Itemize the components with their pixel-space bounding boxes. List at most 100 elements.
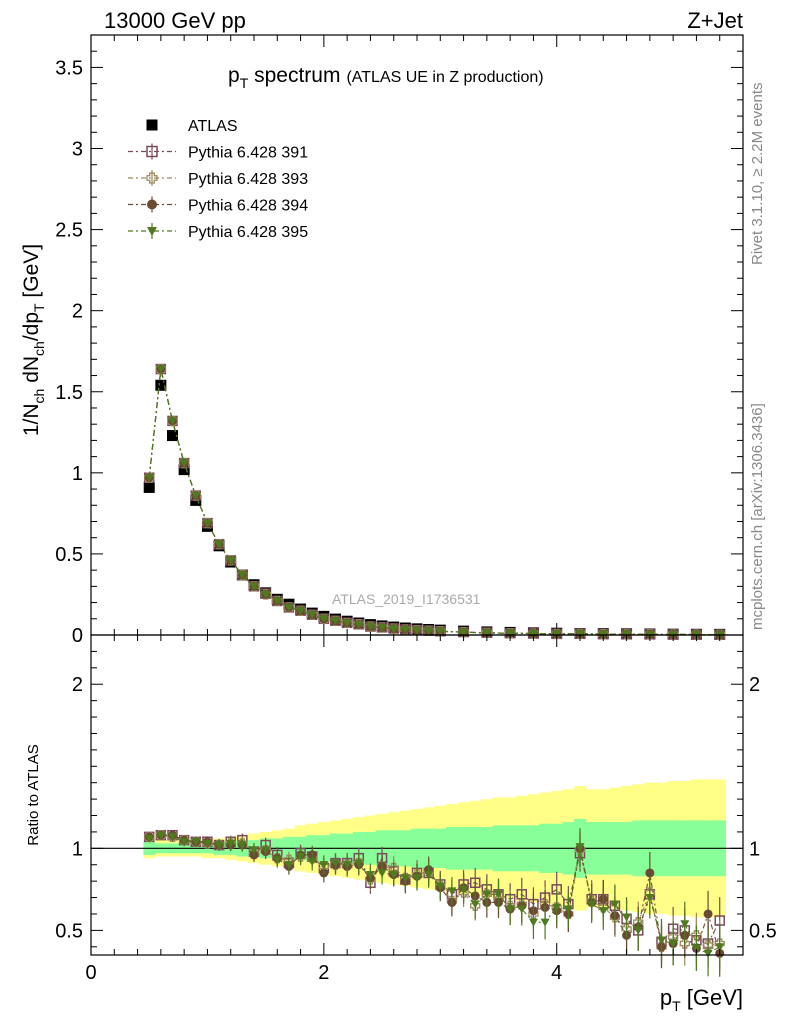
rivet-label: Rivet 3.1.10, ≥ 2.2M events <box>749 83 766 266</box>
analysis-watermark: ATLAS_2019_I1736531 <box>332 591 481 607</box>
data-point <box>179 459 189 468</box>
data-point <box>249 582 259 591</box>
ratio-point <box>284 861 294 870</box>
ratio-point <box>482 890 492 899</box>
ratio-point <box>377 869 387 878</box>
legend-entry: ATLAS <box>146 118 238 135</box>
ratio-point <box>296 852 306 862</box>
ratio-point <box>179 838 189 847</box>
data-point <box>237 571 247 580</box>
data-point <box>528 629 538 639</box>
ratio-y-tick-label-left: 1 <box>72 838 83 860</box>
data-point <box>168 417 177 426</box>
ratio-point <box>354 859 364 868</box>
ratio-point <box>505 905 515 914</box>
plot-title-extra: (ATLAS UE in Z production) <box>346 69 543 86</box>
data-point <box>575 630 585 639</box>
legend-marker <box>146 119 158 131</box>
ratio-point <box>703 909 713 919</box>
ratio-point <box>645 893 655 903</box>
data-point <box>389 625 399 634</box>
plot-title: pT spectrum (ATLAS UE in Z production) <box>228 64 544 91</box>
ratio-point <box>540 918 550 927</box>
data-point <box>365 622 375 632</box>
header-left: 13000 GeV pp <box>104 8 246 33</box>
data-point <box>400 625 410 634</box>
data-point <box>144 474 154 483</box>
top-y-tick-label: 2 <box>72 301 83 323</box>
ratio-point <box>226 839 236 848</box>
ratio-point <box>261 846 271 855</box>
ratio-point <box>412 874 422 883</box>
legend-marker <box>146 145 158 158</box>
legend-label: Pythia 6.428 395 <box>188 224 308 241</box>
ratio-point <box>249 846 259 855</box>
legend-marker <box>147 199 157 210</box>
data-point <box>155 379 167 391</box>
data-point <box>214 540 224 549</box>
legend-marker <box>147 227 157 236</box>
ratio-point <box>517 905 527 914</box>
ratio-point <box>680 920 690 929</box>
ratio-y-tick-label-right: 0.5 <box>749 920 777 942</box>
ratio-point <box>331 859 340 868</box>
ratio-y-axis-label: Ratio to ATLAS <box>25 744 42 845</box>
top-y-tick-label: 1.5 <box>55 382 83 404</box>
ratio-point <box>633 926 643 935</box>
x-axis-label: pT [GeV] <box>660 985 743 1014</box>
data-point <box>272 597 282 606</box>
x-tick-label: 2 <box>318 962 329 984</box>
top-y-tick-label: 0.5 <box>55 544 83 566</box>
ratio-point <box>156 831 166 840</box>
ratio-point <box>389 870 399 880</box>
x-tick-label: 0 <box>85 962 96 984</box>
ratio-point <box>494 890 503 899</box>
top-panel-background <box>91 35 743 635</box>
top-y-tick-label: 3.5 <box>55 57 83 79</box>
ratio-point <box>272 856 282 865</box>
data-point <box>284 603 294 612</box>
legend-entry: Pythia 6.428 394 <box>128 196 308 215</box>
data-point <box>261 590 271 599</box>
ratio-point <box>691 944 701 953</box>
data-point <box>342 619 352 628</box>
ratio-point <box>528 918 538 927</box>
ratio-y-tick-label-left: 0.5 <box>55 920 83 942</box>
data-point <box>156 365 166 374</box>
ratio-point <box>319 861 329 870</box>
ratio-point <box>214 841 224 850</box>
data-point <box>331 617 340 626</box>
data-point <box>435 627 445 636</box>
ratio-point <box>657 936 666 945</box>
main-plot-panel: 0 0.5 1 1.5 2 2.5 3 3.5 <box>55 34 744 647</box>
data-point <box>377 623 387 633</box>
ratio-point <box>587 900 597 909</box>
data-point <box>424 627 434 636</box>
top-y-tick-label: 0 <box>72 625 83 647</box>
legend-label: Pythia 6.428 394 <box>188 198 308 215</box>
ratio-point <box>598 907 608 916</box>
ratio-y-tick-label-right: 1 <box>749 838 760 860</box>
ratio-point <box>563 905 573 914</box>
ratio-point <box>459 885 469 894</box>
data-point <box>296 607 306 616</box>
data-point <box>167 430 178 442</box>
data-point <box>202 519 212 528</box>
ratio-point <box>424 870 434 880</box>
series-pythia-6-428-395 <box>144 365 725 640</box>
top-y-tick-label: 1 <box>72 463 83 485</box>
data-point <box>505 629 515 638</box>
legend: ATLAS Pythia 6.428 391 Pythia 6.428 393 Pyt… <box>128 118 308 241</box>
data-point <box>307 611 317 620</box>
data-point <box>482 629 492 638</box>
ratio-point <box>168 833 177 842</box>
legend-label: Pythia 6.428 393 <box>188 171 308 188</box>
ratio-y-tick-label-right: 2 <box>749 674 760 696</box>
ratio-point <box>552 903 562 912</box>
plot-title-sub: T <box>240 75 249 91</box>
legend-entry: Pythia 6.428 395 <box>128 223 308 241</box>
ratio-point <box>703 949 713 958</box>
legend-entry: Pythia 6.428 393 <box>128 170 308 188</box>
ratio-y-tick-label-left: 2 <box>72 674 83 696</box>
ratio-point <box>470 900 480 909</box>
